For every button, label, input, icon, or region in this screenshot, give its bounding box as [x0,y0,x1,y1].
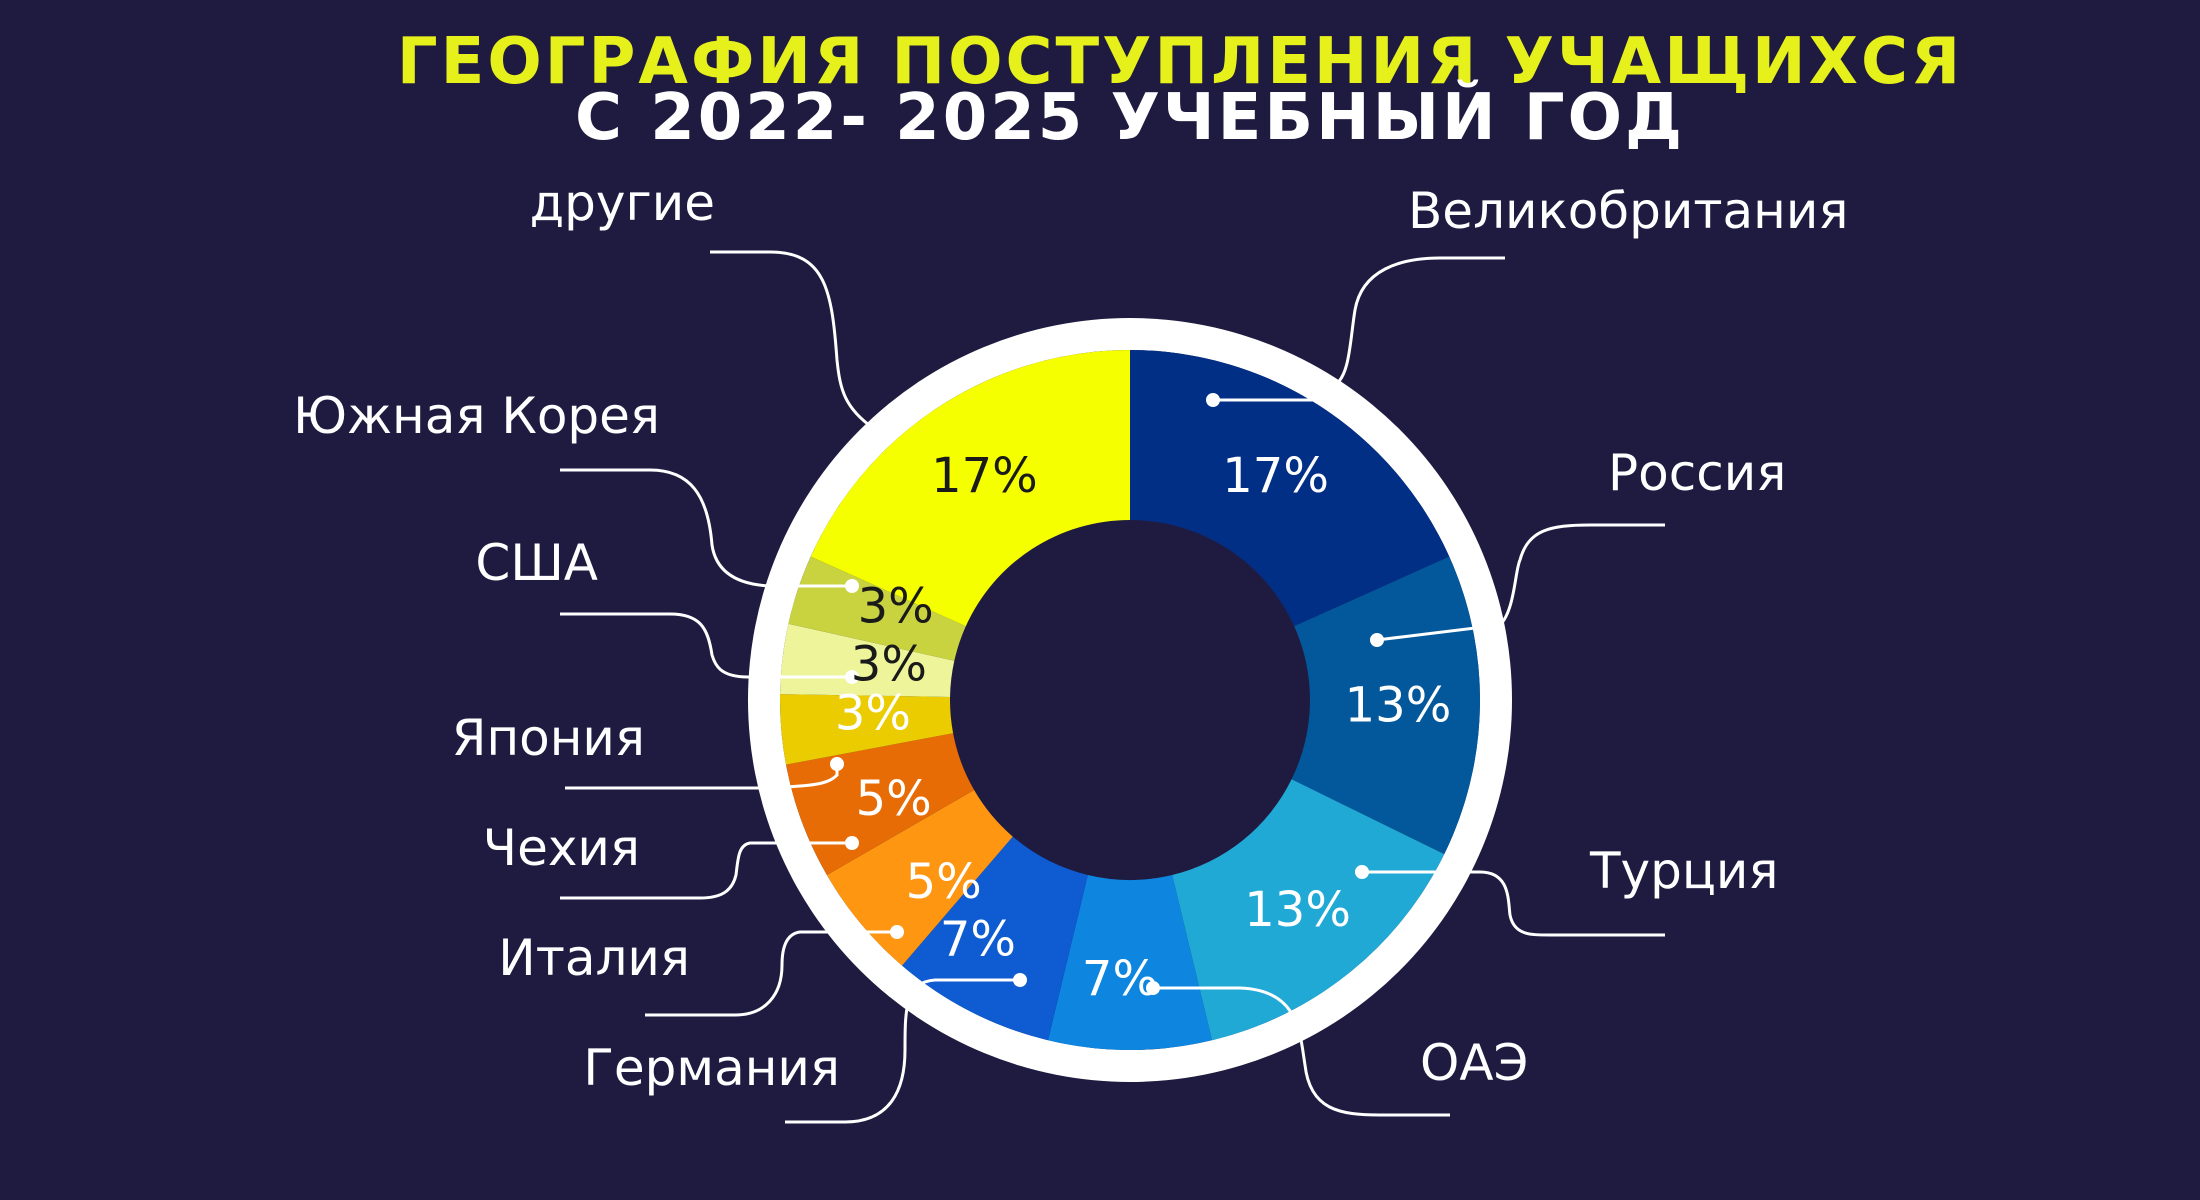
slice-2-category-label: Россия [1608,444,1786,502]
slice-2-leader-dot [1370,633,1384,647]
slice-8-leader-dot [830,757,844,771]
slice-5-leader-line [785,978,1020,1124]
slice-6-leader-dot [890,925,904,939]
slice-4-leader-line [1153,986,1450,1117]
slice-5-wedge [902,836,1088,1041]
slice-7-leader-dot [845,836,859,850]
slice-5-leader-dot [1013,973,1027,987]
slice-8-leader-line [565,764,839,790]
slice-10-leader-line [560,468,852,588]
slice-10-value-label: 3% [858,578,934,634]
slice-10-wedge [788,556,966,661]
slice-1-value-label: 17% [1222,448,1329,504]
slice-2-leader-line [1376,523,1665,642]
slice-6-value-label: 5% [906,854,982,910]
donut-slices [780,350,1480,1051]
slice-8-value-label: 3% [835,686,911,742]
slice-11-value-label: 17% [931,448,1038,504]
slice-5-value-label: 7% [940,912,1016,968]
slice-3-leader-line [1362,870,1665,937]
slice-7-value-label: 5% [856,771,932,827]
slice-9-wedge [780,623,955,697]
slice-11-leader-dot [873,423,887,437]
slice-1-leader-dot [1206,393,1220,407]
slice-9-leader-line [560,612,852,679]
slice-4-value-label: 7% [1082,951,1158,1007]
slice-10-leader-dot [845,579,859,593]
slice-10-category-label: Южная Корея [293,387,660,445]
slice-6-wedge [826,790,1013,966]
slice-3-category-label: Турция [1589,842,1778,900]
slice-6-category-label: Италия [498,929,690,987]
slice-7-leader-line [560,841,852,900]
slice-8-category-label: Япония [452,709,645,767]
slice-4-category-label: ОАЭ [1420,1034,1528,1092]
chart-title-line-1: ГЕОГРАФИЯ ПОСТУПЛЕНИЯ УЧАЩИХСЯ [396,25,1964,99]
slice-3-wedge [1172,779,1445,1041]
slice-3-value-label: 13% [1244,882,1351,938]
slice-9-value-label: 3% [851,636,927,692]
slice-9-category-label: США [475,534,598,592]
slice-5-category-label: Германия [583,1039,840,1097]
slice-2-wedge [1291,556,1480,855]
slice-1-leader-line [1213,256,1505,402]
slice-1-wedge [1130,350,1450,627]
slice-11-wedge [810,350,1130,627]
chart-title-line-2: С 2022- 2025 УЧЕБНЫЙ ГОД [574,81,1686,155]
slice-11-category-label: другие [530,174,715,232]
slice-7-category-label: Чехия [483,819,640,877]
slice-8-wedge [780,694,954,765]
slice-2-value-label: 13% [1345,678,1452,734]
slice-3-leader-dot [1355,865,1369,879]
callouts: Великобритания Россия Турция ОАЭ Германия Ита… [293,174,1848,1124]
slice-4-leader-dot [1146,981,1160,995]
slice-value-labels: 17%13%13%7%7%5%5%3%3%3%17% [835,448,1451,1007]
slice-9-leader-dot [845,670,859,684]
slice-6-leader-line [645,930,897,1017]
slice-4-wedge [1048,874,1212,1051]
slice-11-leader-line [710,250,881,432]
slice-1-category-label: Великобритания [1408,182,1848,240]
